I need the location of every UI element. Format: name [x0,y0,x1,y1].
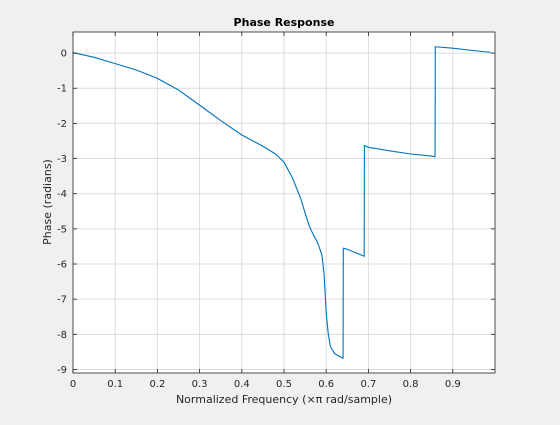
y-tick-label: 0 [61,49,67,60]
x-tick-label: 0.7 [360,379,376,390]
y-tick-label: -2 [57,119,67,130]
x-tick-label: 0.9 [445,379,461,390]
grid [72,32,495,373]
y-tick-label: -3 [57,154,67,165]
y-tick-label: -1 [57,84,67,95]
y-axis-label: Phase (radians) [41,159,54,245]
y-tick-label: -6 [57,260,67,271]
chart-title: Phase Response [234,16,335,29]
x-tick-label: 0.3 [192,379,208,390]
x-tick-label: 0.5 [276,379,292,390]
x-tick-label: 0.1 [107,379,123,390]
y-tick-label: -7 [57,295,67,306]
x-tick-label: 0.4 [234,379,250,390]
x-tick-label: 0.8 [403,379,419,390]
y-tick-label: -4 [57,189,67,200]
ticks: 0 0.1 0.2 0.3 0.4 0.5 0.6 0.7 0.8 0.9 0 -1 -2 -3 -4 -5 -… [57,32,495,390]
y-tick-label: -9 [57,365,67,376]
x-tick-label: 0.6 [318,379,334,390]
phase-series-line [72,46,491,359]
x-axis-label: Normalized Frequency (×π rad/sample) [176,393,392,406]
series-group [72,46,491,359]
y-tick-label: -5 [57,224,67,235]
y-tick-label: -8 [57,330,67,341]
x-tick-label: 0.2 [149,379,165,390]
x-tick-label: 0 [70,379,76,390]
